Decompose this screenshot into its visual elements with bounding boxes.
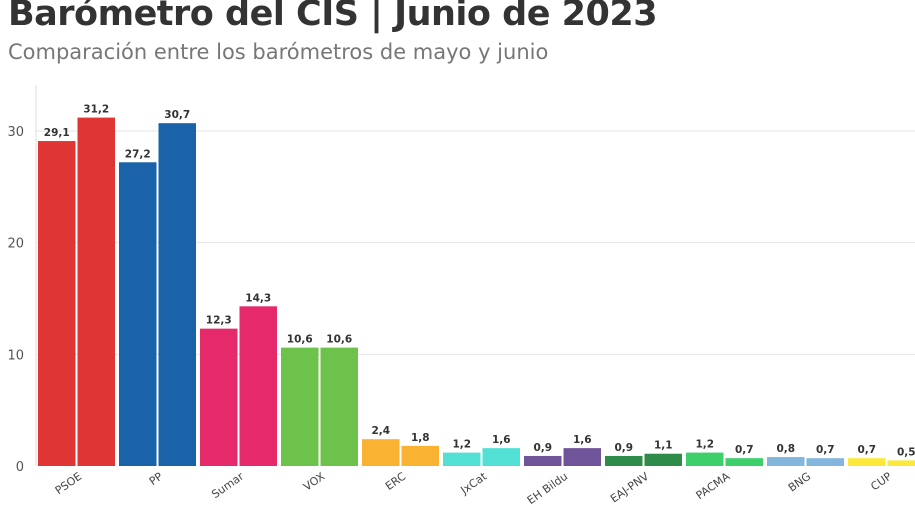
y-tick-label: 0 (16, 460, 24, 475)
data-label: 30,7 (164, 109, 190, 121)
data-label: 0,9 (614, 442, 633, 454)
bar-pacma-mayo (686, 452, 724, 466)
chart-subtitle: Comparación entre los barómetros de mayo… (8, 40, 549, 64)
data-label: 1,1 (654, 440, 673, 452)
x-tick-label: PSOE (53, 470, 84, 497)
data-label: 1,2 (695, 439, 714, 451)
bar-bng-mayo (767, 457, 805, 466)
data-label: 2,4 (371, 425, 390, 437)
bar-eaj-pnv-mayo (605, 455, 643, 466)
bar-bng-junio (806, 458, 844, 466)
data-label: 0,7 (735, 444, 754, 456)
bar-vox-junio (320, 347, 358, 466)
bar-pp-junio (158, 123, 196, 466)
bar-psoe-junio (77, 117, 115, 466)
data-label: 10,6 (287, 334, 313, 346)
bar-pacma-junio (725, 458, 763, 466)
bar-jxcat-mayo (443, 452, 481, 466)
bar-pp-mayo (119, 162, 157, 466)
data-label: 31,2 (83, 104, 109, 116)
bar-sumar-mayo (200, 328, 238, 466)
bar-eh-bildu-junio (563, 448, 601, 466)
y-tick-label: 20 (7, 237, 24, 252)
x-tick-label: ERC (383, 470, 409, 493)
data-label: 1,6 (573, 434, 592, 446)
data-label: 27,2 (125, 148, 151, 160)
data-label: 14,3 (245, 292, 271, 304)
bar-erc-mayo (362, 439, 400, 466)
data-label: 12,3 (206, 315, 232, 327)
data-label: 0,5 (897, 446, 915, 458)
bar-cup-mayo (848, 458, 886, 466)
x-tick-label: CUP (868, 470, 894, 494)
data-label: 1,6 (492, 434, 511, 446)
bar-psoe-mayo (38, 141, 76, 467)
data-label: 10,6 (326, 334, 352, 346)
data-label: 1,8 (411, 432, 430, 444)
data-label: 0,8 (776, 443, 795, 455)
x-tick-label: EAJ-PNV (608, 470, 652, 506)
bar-jxcat-junio (482, 448, 520, 466)
data-label: 1,2 (452, 439, 471, 451)
x-tick-label: VOX (301, 470, 328, 494)
bar-eh-bildu-mayo (524, 455, 562, 466)
chart-title: Barómetro del CIS | Junio de 2023 (8, 0, 658, 34)
x-tick-label: PACMA (694, 470, 733, 503)
x-tick-label: EH Bildu (525, 470, 570, 507)
bar-cup-junio (887, 460, 915, 466)
data-label: 0,9 (533, 442, 552, 454)
bar-vox-mayo (281, 347, 319, 466)
x-tick-label: BNG (786, 470, 813, 495)
x-tick-label: PP (147, 470, 166, 488)
bar-sumar-junio (239, 306, 277, 466)
bar-erc-junio (401, 445, 439, 466)
x-tick-label: Sumar (209, 470, 246, 502)
data-label: 0,7 (857, 444, 876, 456)
y-tick-label: 30 (7, 125, 24, 140)
data-label: 29,1 (44, 127, 70, 139)
y-tick-label: 10 (7, 348, 24, 363)
data-label: 0,7 (816, 444, 835, 456)
x-tick-label: JxCat (458, 469, 490, 497)
bar-eaj-pnv-junio (644, 453, 682, 466)
